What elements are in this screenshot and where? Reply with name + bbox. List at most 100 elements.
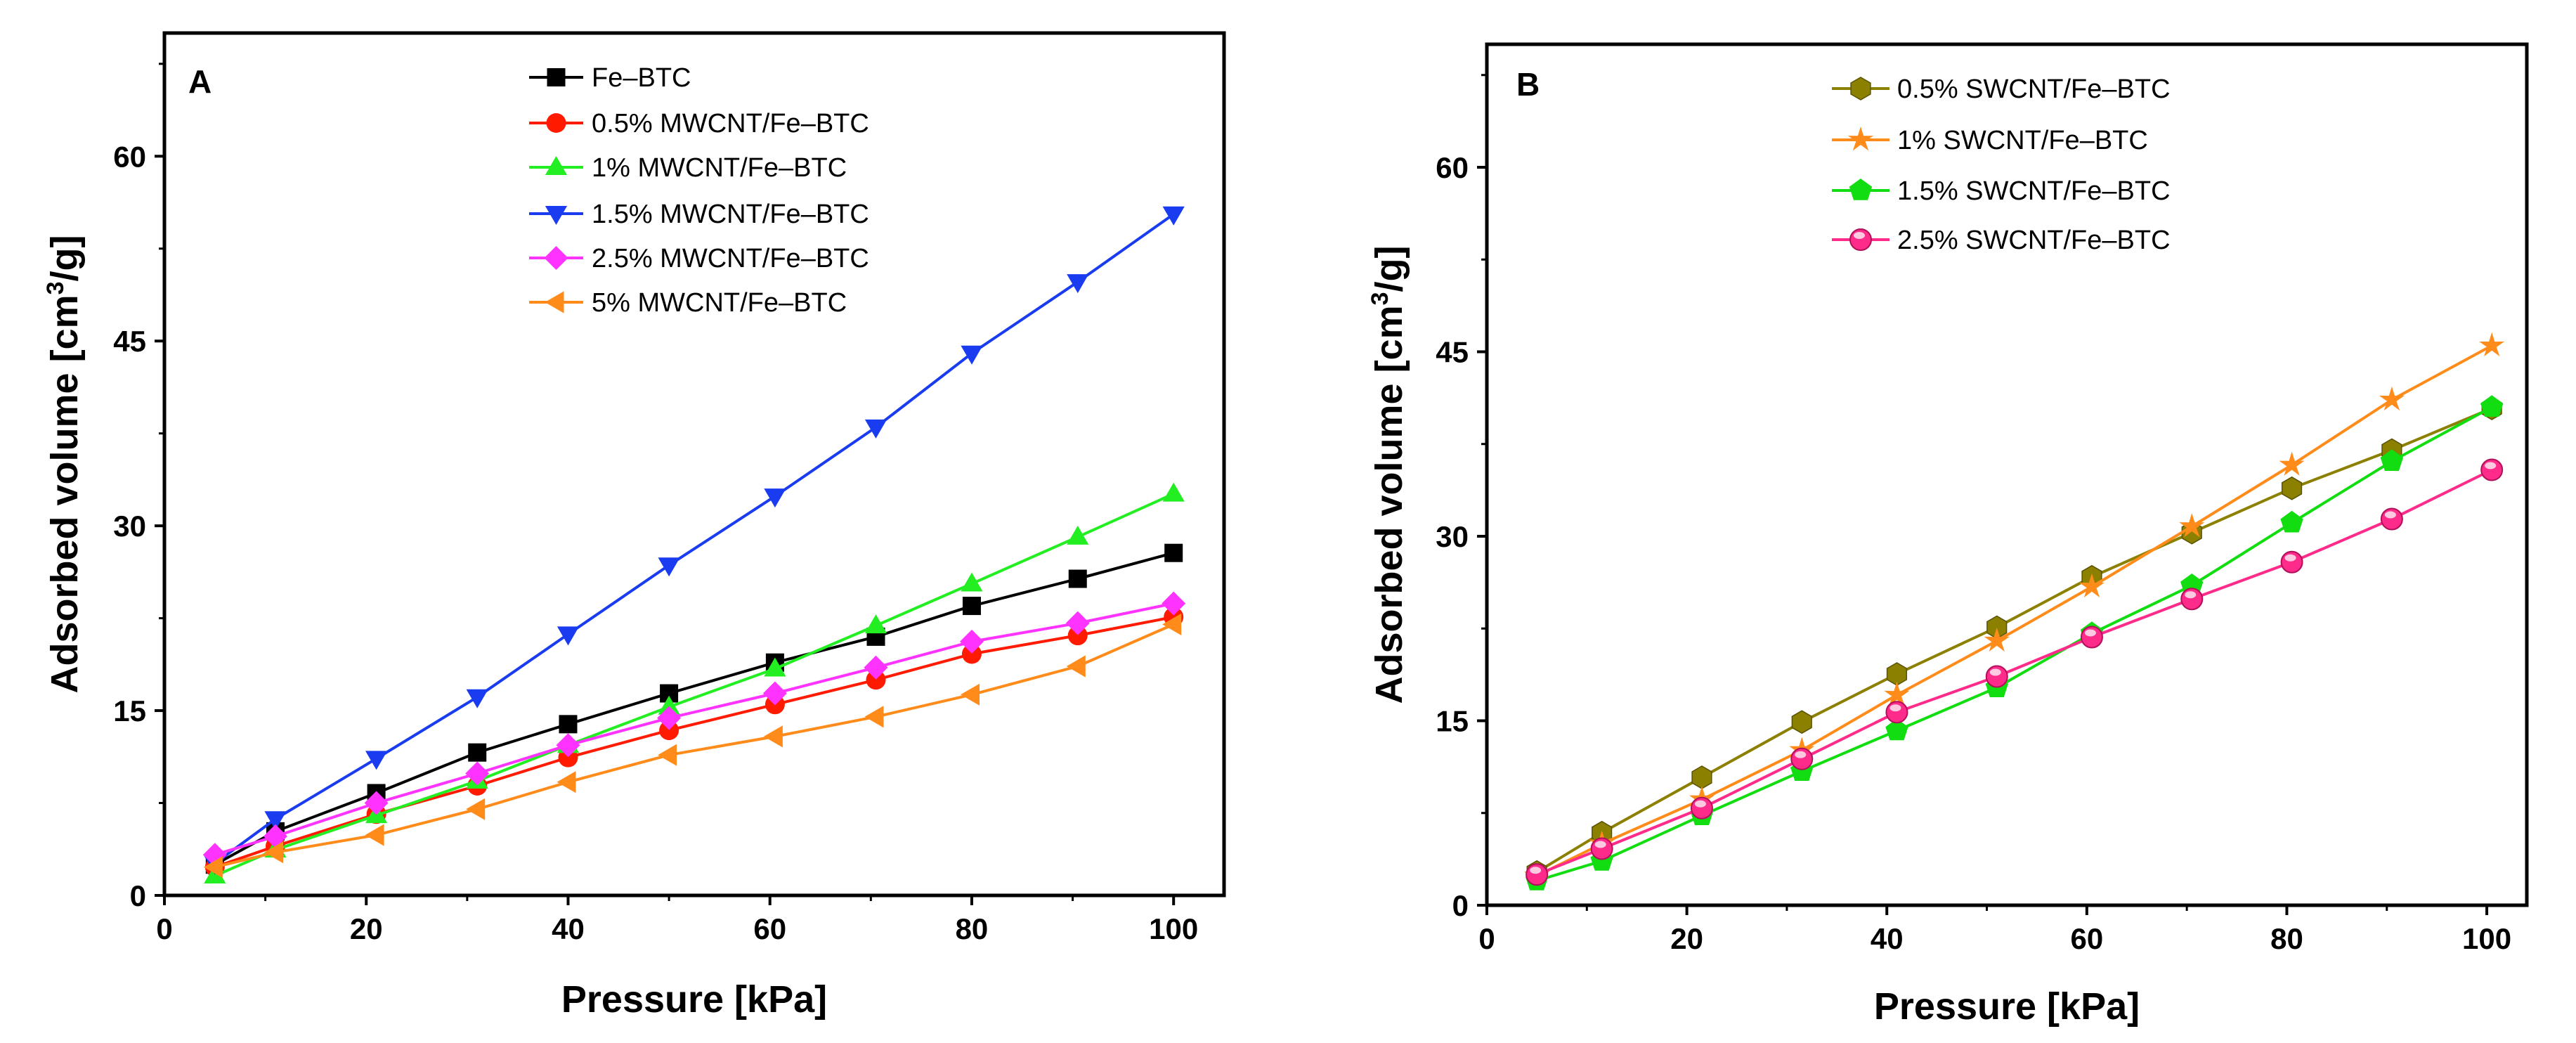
data-point — [557, 771, 576, 793]
data-point — [365, 751, 388, 770]
data-point — [365, 824, 384, 846]
legend: 0.5% SWCNT/Fe–BTC 1% SWCNT/Fe–BTC 1.5% SWC… — [1832, 74, 2171, 255]
legend-label: Fe–BTC — [592, 63, 691, 93]
legend-marker — [1849, 179, 1873, 200]
data-point-highlight — [1694, 800, 1706, 808]
data-point — [559, 715, 578, 734]
y-tick-label: 30 — [113, 510, 146, 543]
data-point — [864, 706, 884, 728]
data-point — [866, 670, 886, 690]
data-point-highlight — [2185, 591, 2197, 599]
series-line — [214, 602, 1174, 857]
data-point — [1067, 525, 1089, 545]
x-tick-label: 20 — [350, 912, 383, 945]
y-tick-label: 15 — [1436, 705, 1469, 738]
y-tick-label: 45 — [113, 325, 146, 358]
data-point — [659, 720, 679, 741]
series-line — [214, 623, 1175, 869]
y-tick-label: 15 — [113, 694, 146, 727]
y-tick-label: 60 — [113, 140, 146, 173]
legend-label: 1% SWCNT/Fe–BTC — [1897, 126, 2148, 155]
legend-marker — [545, 156, 568, 175]
data-point — [1067, 274, 1089, 294]
y-tick-label: 45 — [1436, 336, 1469, 369]
data-point — [1691, 765, 1712, 789]
data-point — [466, 798, 486, 820]
data-point — [961, 644, 982, 664]
data-point — [2279, 451, 2305, 476]
x-tick-label: 100 — [1149, 912, 1198, 945]
legend-marker — [545, 206, 568, 225]
data-point — [2480, 395, 2504, 417]
y-axis-title-superscript: 3 — [1367, 292, 1393, 305]
series-4 — [202, 591, 1186, 867]
x-tick-label: 40 — [552, 912, 585, 945]
series-line — [214, 551, 1174, 866]
legend-label: 1.5% MWCNT/Fe–BTC — [592, 200, 869, 229]
data-point — [764, 488, 786, 508]
plot-frame — [162, 31, 1226, 898]
legend: Fe–BTC 0.5% MWCNT/Fe–BTC 1% MWCNT/Fe–BTC 1.… — [529, 63, 869, 318]
x-tick-label: 0 — [1478, 922, 1495, 955]
y-axis-title: Adsorbed volume [cm3/g] — [1367, 245, 1410, 704]
data-point-highlight — [1989, 668, 2001, 676]
x-tick-label: 40 — [1871, 922, 1904, 955]
data-point — [1162, 591, 1186, 616]
series-5 — [203, 613, 1182, 879]
legend-marker — [545, 291, 564, 313]
data-point — [264, 841, 283, 864]
series-3 — [1526, 458, 2504, 886]
data-point — [864, 655, 888, 680]
y-tick-label: 0 — [130, 879, 146, 912]
series-2 — [204, 482, 1185, 883]
data-point — [762, 681, 787, 706]
data-point — [1791, 710, 1812, 734]
y-tick-label: 30 — [1436, 520, 1469, 553]
data-point-highlight — [1795, 751, 1807, 758]
legend-label: 5% MWCNT/Fe–BTC — [592, 288, 847, 318]
data-point — [1067, 626, 1088, 646]
data-point — [2281, 476, 2303, 500]
series-0 — [1526, 396, 2502, 884]
data-point — [2380, 449, 2404, 471]
data-point — [2280, 510, 2303, 533]
data-point — [468, 743, 487, 762]
legend-marker — [1847, 127, 1874, 151]
data-point-highlight — [2084, 629, 2096, 637]
data-point — [2479, 332, 2505, 357]
data-point — [2379, 386, 2405, 411]
data-point — [2179, 513, 2205, 538]
data-point — [264, 811, 287, 831]
data-point — [657, 706, 682, 730]
legend-label: 2.5% MWCNT/Fe–BTC — [592, 244, 869, 273]
data-point — [864, 419, 887, 439]
data-point — [658, 744, 677, 766]
series-1 — [204, 607, 1184, 877]
series-line — [1536, 407, 2492, 874]
data-point — [1065, 611, 1090, 635]
x-tick-label: 100 — [2462, 922, 2511, 955]
y-tick-label: 0 — [1452, 889, 1469, 922]
legend-marker — [544, 246, 568, 270]
legend-label: 1% MWCNT/Fe–BTC — [592, 153, 847, 183]
data-point-highlight — [2284, 554, 2296, 562]
x-axis-title: Pressure [kPa] — [561, 978, 827, 1021]
data-point-highlight — [1594, 841, 1606, 848]
data-point — [1162, 206, 1185, 226]
series-line — [1536, 344, 2493, 877]
data-point — [557, 626, 580, 646]
data-point-highlight — [1530, 867, 1542, 874]
legend-marker-highlight — [1854, 232, 1865, 239]
data-point — [864, 614, 887, 634]
x-tick-label: 60 — [2070, 922, 2103, 955]
data-point — [960, 629, 984, 654]
data-point — [466, 689, 488, 708]
x-axis-title: Pressure [kPa] — [1874, 985, 2140, 1028]
y-axis-title: Adsorbed volume [cm3/g] — [42, 235, 86, 693]
data-point — [1885, 718, 1908, 741]
series-line — [1536, 468, 2493, 876]
panel-label: B — [1516, 66, 1540, 103]
y-axis-title-superscript: 3 — [42, 281, 69, 294]
y-axis-title-tail: /g] — [1368, 245, 1410, 292]
data-point — [1164, 543, 1183, 562]
